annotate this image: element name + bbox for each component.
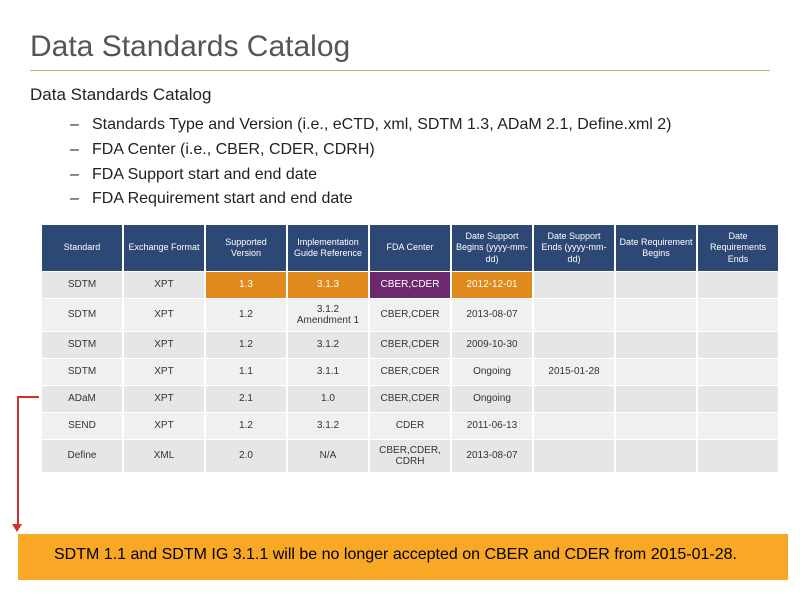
- table-cell: 3.1.2: [288, 413, 368, 439]
- col-exchange-format: Exchange Format: [124, 225, 204, 271]
- table-cell: 2012-12-01: [452, 272, 532, 298]
- table-cell: 3.1.2 Amendment 1: [288, 299, 368, 331]
- table-cell: [534, 299, 614, 331]
- table-cell: 1.2: [206, 299, 286, 331]
- table-cell: [534, 440, 614, 472]
- table-cell: 2013-08-07: [452, 299, 532, 331]
- table-cell: 2009-10-30: [452, 332, 532, 358]
- table-cell: XML: [124, 440, 204, 472]
- section-subtitle: Data Standards Catalog: [30, 85, 770, 105]
- table-cell: [534, 386, 614, 412]
- table-cell: 2.1: [206, 386, 286, 412]
- table-cell: CBER,CDER: [370, 272, 450, 298]
- table-cell: CBER,CDER: [370, 332, 450, 358]
- page-title: Data Standards Catalog: [30, 30, 770, 64]
- col-standard: Standard: [42, 225, 122, 271]
- col-ig-ref: Implementation Guide Reference: [288, 225, 368, 271]
- table-cell: SDTM: [42, 272, 122, 298]
- table-cell: [616, 299, 696, 331]
- table-cell: [698, 413, 778, 439]
- table-cell: ADaM: [42, 386, 122, 412]
- table-row: DefineXML2.0N/ACBER,CDER, CDRH2013-08-07: [42, 440, 778, 472]
- table-cell: XPT: [124, 332, 204, 358]
- title-underline: [30, 70, 770, 71]
- list-item: FDA Center (i.e., CBER, CDER, CDRH): [70, 138, 770, 163]
- table-header-row: Standard Exchange Format Supported Versi…: [42, 225, 778, 271]
- table-row: SDTMXPT1.23.1.2 Amendment 1CBER,CDER2013…: [42, 299, 778, 331]
- col-req-begins: Date Requirement Begins: [616, 225, 696, 271]
- table-row: ADaMXPT2.11.0CBER,CDEROngoing: [42, 386, 778, 412]
- arrow-down-icon: [12, 524, 22, 532]
- table-cell: [698, 272, 778, 298]
- table-cell: [698, 440, 778, 472]
- table-cell: [616, 332, 696, 358]
- table-cell: 3.1.1: [288, 359, 368, 385]
- table-cell: XPT: [124, 359, 204, 385]
- table-cell: XPT: [124, 413, 204, 439]
- list-item: Standards Type and Version (i.e., eCTD, …: [70, 113, 770, 138]
- table-cell: Ongoing: [452, 359, 532, 385]
- table-cell: SEND: [42, 413, 122, 439]
- table-cell: 2015-01-28: [534, 359, 614, 385]
- table-cell: 3.1.2: [288, 332, 368, 358]
- table-cell: XPT: [124, 272, 204, 298]
- table-cell: [534, 413, 614, 439]
- table-cell: 1.0: [288, 386, 368, 412]
- table-cell: [698, 299, 778, 331]
- table-cell: [616, 413, 696, 439]
- table-cell: 1.2: [206, 413, 286, 439]
- table-cell: 1.3: [206, 272, 286, 298]
- table-cell: XPT: [124, 386, 204, 412]
- table-cell: 2.0: [206, 440, 286, 472]
- list-item: FDA Requirement start and end date: [70, 187, 770, 212]
- table-cell: CBER,CDER: [370, 299, 450, 331]
- table-cell: SDTM: [42, 299, 122, 331]
- table-cell: Ongoing: [452, 386, 532, 412]
- catalog-table: Standard Exchange Format Supported Versi…: [40, 224, 780, 473]
- table-cell: [534, 272, 614, 298]
- table-cell: XPT: [124, 299, 204, 331]
- catalog-table-wrap: Standard Exchange Format Supported Versi…: [40, 224, 770, 473]
- table-cell: [534, 332, 614, 358]
- table-cell: N/A: [288, 440, 368, 472]
- col-req-ends: Date Requirements Ends: [698, 225, 778, 271]
- table-row: SDTMXPT1.23.1.2CBER,CDER2009-10-30: [42, 332, 778, 358]
- table-cell: SDTM: [42, 359, 122, 385]
- table-cell: CBER,CDER: [370, 359, 450, 385]
- table-cell: 2013-08-07: [452, 440, 532, 472]
- table-cell: [698, 359, 778, 385]
- table-cell: Define: [42, 440, 122, 472]
- table-row: SDTMXPT1.13.1.1CBER,CDEROngoing2015-01-2…: [42, 359, 778, 385]
- table-cell: [616, 386, 696, 412]
- list-item: FDA Support start and end date: [70, 163, 770, 188]
- table-row: SDTMXPT1.33.1.3CBER,CDER2012-12-01: [42, 272, 778, 298]
- table-cell: CBER,CDER: [370, 386, 450, 412]
- col-support-begins: Date Support Begins (yyyy-mm-dd): [452, 225, 532, 271]
- table-cell: [616, 272, 696, 298]
- table-cell: 2011-06-13: [452, 413, 532, 439]
- bullet-list: Standards Type and Version (i.e., eCTD, …: [70, 113, 770, 212]
- table-cell: CDER: [370, 413, 450, 439]
- table-cell: SDTM: [42, 332, 122, 358]
- table-row: SENDXPT1.23.1.2CDER2011-06-13: [42, 413, 778, 439]
- table-cell: [698, 386, 778, 412]
- table-cell: [616, 440, 696, 472]
- col-fda-center: FDA Center: [370, 225, 450, 271]
- col-support-ends: Date Support Ends (yyyy-mm-dd): [534, 225, 614, 271]
- table-cell: [616, 359, 696, 385]
- table-cell: 1.2: [206, 332, 286, 358]
- table-cell: CBER,CDER, CDRH: [370, 440, 450, 472]
- callout-note: SDTM 1.1 and SDTM IG 3.1.1 will be no lo…: [18, 534, 788, 580]
- table-cell: [698, 332, 778, 358]
- table-cell: 3.1.3: [288, 272, 368, 298]
- col-supported-version: Supported Version: [206, 225, 286, 271]
- table-cell: 1.1: [206, 359, 286, 385]
